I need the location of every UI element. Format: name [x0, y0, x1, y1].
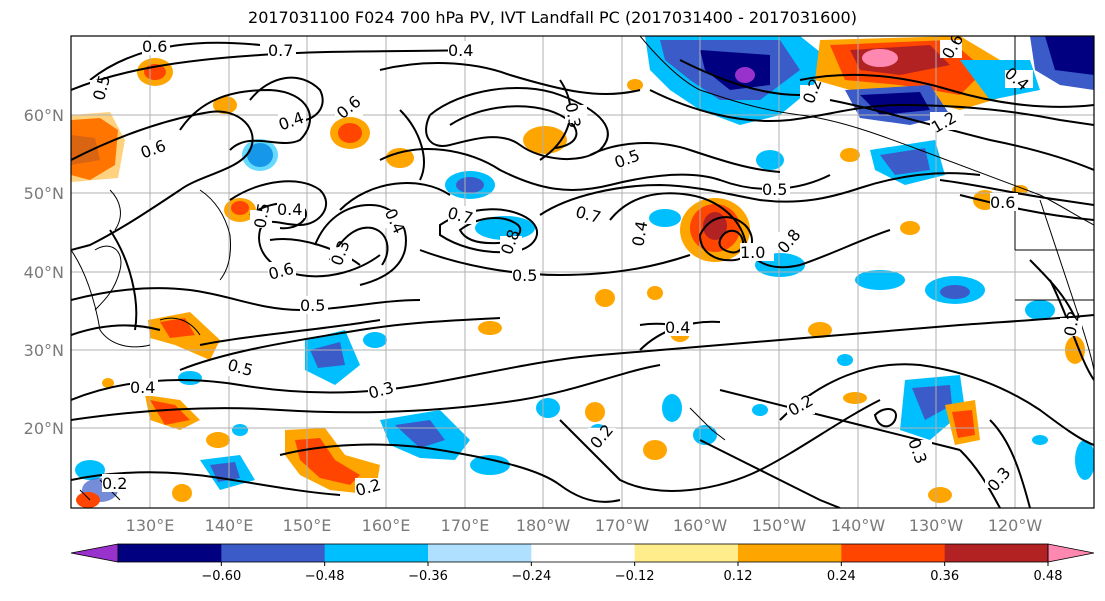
contour-label: 0.6 [142, 37, 167, 56]
contour-label: 0.7 [268, 41, 293, 60]
colorbar-segment [531, 544, 636, 562]
lon-label: 150°E [283, 516, 332, 535]
colorbar-tick-label: −0.12 [615, 569, 655, 584]
contour-label: 0.4 [628, 219, 651, 247]
coastlines [71, 36, 1094, 501]
lat-label: 30°N [24, 341, 64, 360]
lon-label: 140°W [831, 516, 886, 535]
contour-label: 0.4 [665, 318, 690, 337]
colorbar-segment [841, 544, 946, 562]
colorbar-tick-label: −0.48 [305, 569, 345, 584]
colorbar-frame [117, 543, 1049, 563]
contour-label: 0.3 [561, 101, 584, 129]
contour-label: 0.2 [102, 474, 127, 493]
contour-label: 1.0 [740, 243, 765, 262]
colorbar-segment [634, 544, 739, 562]
colorbar-tick-label: 0.24 [827, 569, 856, 584]
lat-label: 40°N [24, 263, 64, 282]
colorbar-segment [118, 544, 222, 562]
colorbar-segment [324, 544, 429, 562]
colorbar: −0.60 −0.48 −0.36 −0.24 −0.12 0.12 0.24 0.36 0.4… [70, 543, 1095, 584]
contour-label: 0.5 [250, 201, 273, 229]
lon-label: 160°W [673, 516, 728, 535]
contour-label: 0.4 [448, 41, 473, 60]
colorbar-extension-high [1047, 543, 1095, 563]
contour-labels: 0.6 0.7 0.4 0.5 0.4 0.6 0.6 0.4 0.5 0.3 … [89, 36, 1083, 500]
lon-label: 170°E [441, 516, 490, 535]
contour-label: 0.6 [990, 193, 1015, 212]
lon-label: 120°W [988, 516, 1043, 535]
colorbar-segment [944, 544, 1049, 562]
colorbar-tick-label: −0.36 [408, 569, 448, 584]
lat-label: 60°N [24, 106, 64, 125]
colorbar-segment [221, 544, 326, 562]
lon-label: 140°E [205, 516, 254, 535]
lat-label: 20°N [24, 419, 64, 438]
gridlines [71, 36, 1094, 508]
colorbar-extension-low [70, 543, 119, 563]
colorbar-segment [738, 544, 842, 562]
contour-label: 0.5 [512, 266, 537, 285]
lon-label: 170°W [595, 516, 650, 535]
lon-axis: 130°E 140°E 150°E 160°E 170°E 180°W 170°… [126, 516, 1043, 535]
lon-label: 150°W [752, 516, 807, 535]
colorbar-tick-label: 0.36 [930, 569, 959, 584]
pv-contours [71, 41, 1094, 508]
colorbar-tick-label: −0.60 [201, 569, 241, 584]
contour-label: 0.4 [277, 200, 302, 219]
contour-label: 0.2 [1060, 309, 1083, 337]
map-title: 2017031100 F024 700 hPa PV, IVT Landfall… [248, 8, 857, 27]
colorbar-tick-label: 0.12 [724, 569, 753, 584]
lon-label: 130°E [126, 516, 175, 535]
shading-layer [71, 36, 1094, 508]
plot-frame [70, 35, 1095, 509]
colorbar-tick-label: 0.48 [1034, 569, 1063, 584]
lon-label: 180°W [516, 516, 571, 535]
lat-axis: 60°N 50°N 40°N 30°N 20°N [24, 106, 64, 438]
contour-label: 0.4 [130, 378, 155, 397]
lat-label: 50°N [24, 184, 64, 203]
colorbar-tick-label: −0.24 [511, 569, 551, 584]
contour-label: 0.5 [300, 296, 325, 315]
lon-label: 130°W [909, 516, 964, 535]
colorbar-segment [428, 544, 532, 562]
contour-label: 0.5 [762, 180, 787, 199]
lon-label: 160°E [362, 516, 411, 535]
